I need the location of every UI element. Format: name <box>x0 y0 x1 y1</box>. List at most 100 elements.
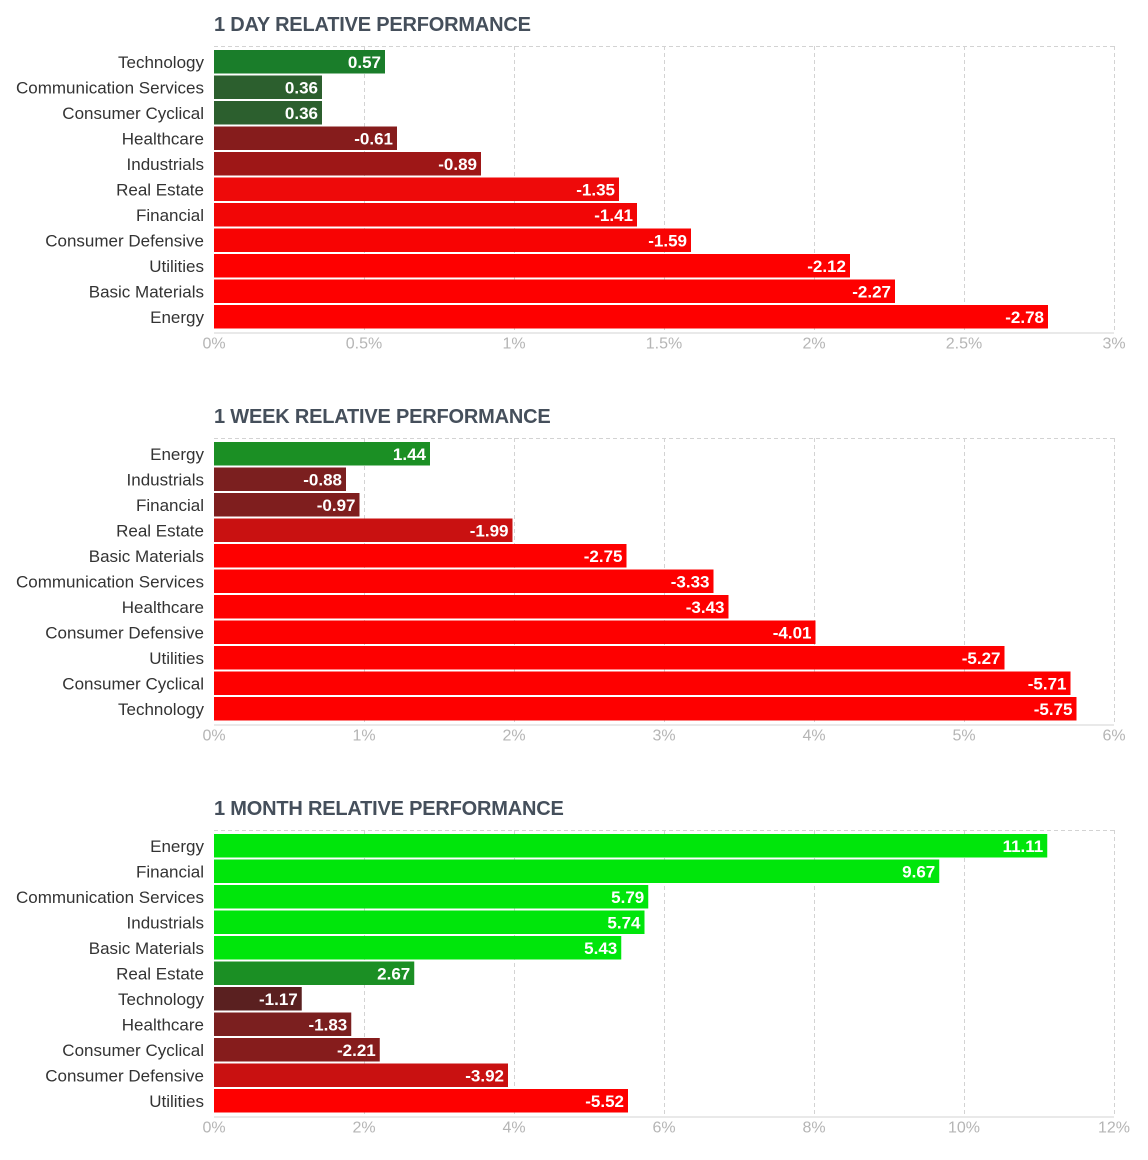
category-label: Technology <box>118 700 205 719</box>
category-label: Industrials <box>127 470 204 489</box>
bar-value-label: 1.44 <box>393 445 427 464</box>
category-label: Industrials <box>127 155 204 174</box>
bar <box>214 595 729 619</box>
bar <box>214 1038 380 1062</box>
x-tick-label: 0% <box>202 336 225 353</box>
bar-value-label: -0.89 <box>438 155 477 174</box>
bar-value-label: -1.35 <box>576 180 615 199</box>
bar-value-label: -5.71 <box>1028 674 1067 693</box>
bar <box>214 646 1005 670</box>
bar <box>214 885 649 909</box>
category-label: Utilities <box>149 1092 204 1111</box>
bar <box>214 834 1048 858</box>
bar <box>214 228 691 252</box>
chart-1-month: 1 MONTH RELATIVE PERFORMANCE 11.11 Energy… <box>0 798 1148 1148</box>
category-label: Basic Materials <box>89 282 204 301</box>
x-tick-label: 1.5% <box>646 336 682 353</box>
bar <box>214 152 481 176</box>
category-label: Energy <box>150 445 204 464</box>
bar <box>214 203 637 227</box>
category-label: Utilities <box>149 649 204 668</box>
chart-1-week: 1 WEEK RELATIVE PERFORMANCE 1.44 Energy -0… <box>0 406 1148 756</box>
chart-title-1-day: 1 DAY RELATIVE PERFORMANCE <box>214 14 531 36</box>
bar-value-label: -2.75 <box>584 547 623 566</box>
category-label: Technology <box>118 990 205 1009</box>
bar-value-label: 5.74 <box>607 913 641 932</box>
x-tick-label: 0.5% <box>346 336 382 353</box>
bar-value-label: 5.43 <box>584 939 617 958</box>
bar <box>214 544 627 568</box>
x-tick-label: 8% <box>802 1120 825 1137</box>
bar <box>214 305 1048 329</box>
x-tick-label: 3% <box>652 728 675 745</box>
bar <box>214 254 850 278</box>
bar-value-label: -5.52 <box>585 1092 624 1111</box>
category-label: Energy <box>150 837 204 856</box>
bar <box>214 671 1071 695</box>
chart-title-1-month: 1 MONTH RELATIVE PERFORMANCE <box>214 798 564 820</box>
bar-value-label: -1.59 <box>648 231 687 250</box>
bar-value-label: -1.83 <box>309 1015 348 1034</box>
bar <box>214 279 895 303</box>
chart-1-day: 1 DAY RELATIVE PERFORMANCE 0.57 Technolog… <box>0 14 1148 364</box>
bar-chart-1-month: 11.11 Energy 9.67 Financial 5.79 Communicatio… <box>16 830 1130 1137</box>
bar-chart-1-day: 0.57 Technology 0.36 Communication Services… <box>16 46 1126 353</box>
x-tick-label: 0% <box>202 728 225 745</box>
category-label: Energy <box>150 308 204 327</box>
x-tick-label: 2% <box>802 336 825 353</box>
x-tick-label: 12% <box>1098 1120 1130 1137</box>
bar <box>214 493 360 517</box>
category-label: Consumer Cyclical <box>62 674 204 693</box>
bar <box>214 50 385 74</box>
category-label: Consumer Cyclical <box>62 1041 204 1060</box>
bar-value-label: 2.67 <box>377 964 410 983</box>
x-tick-label: 4% <box>502 1120 525 1137</box>
x-tick-label: 6% <box>652 1120 675 1137</box>
bar-value-label: 11.11 <box>1003 837 1044 856</box>
bar <box>214 910 645 934</box>
bar <box>214 620 816 644</box>
bar <box>214 697 1077 721</box>
bar <box>214 126 397 150</box>
bar <box>214 1012 352 1036</box>
x-tick-label: 2% <box>502 728 525 745</box>
chart-title-1-week: 1 WEEK RELATIVE PERFORMANCE <box>214 406 551 428</box>
category-label: Communication Services <box>16 78 204 97</box>
category-label: Financial <box>136 206 204 225</box>
bar <box>214 987 302 1011</box>
bar-value-label: -3.92 <box>465 1066 504 1085</box>
bar-value-label: -2.78 <box>1005 308 1044 327</box>
category-label: Real Estate <box>116 964 204 983</box>
bar-value-label: -4.01 <box>773 623 812 642</box>
bar-value-label: 0.36 <box>285 78 318 97</box>
category-label: Communication Services <box>16 888 204 907</box>
bar <box>214 569 714 593</box>
category-label: Real Estate <box>116 180 204 199</box>
bar-value-label: -2.27 <box>852 282 891 301</box>
bar-value-label: -2.12 <box>807 257 846 276</box>
category-label: Real Estate <box>116 521 204 540</box>
category-label: Financial <box>136 862 204 881</box>
x-tick-label: 4% <box>802 728 825 745</box>
x-tick-label: 2% <box>352 1120 375 1137</box>
category-label: Industrials <box>127 913 204 932</box>
bar-value-label: 0.36 <box>285 104 318 123</box>
bar-value-label: -3.33 <box>671 572 710 591</box>
category-label: Consumer Defensive <box>45 1066 204 1085</box>
x-tick-label: 2.5% <box>946 336 982 353</box>
bar <box>214 961 415 985</box>
category-label: Healthcare <box>122 598 204 617</box>
bar-value-label: -3.43 <box>686 598 725 617</box>
bar-value-label: -5.75 <box>1034 700 1073 719</box>
category-label: Basic Materials <box>89 939 204 958</box>
bar <box>214 518 513 542</box>
bar-value-label: -2.21 <box>337 1041 376 1060</box>
bar <box>214 1063 508 1087</box>
bar <box>214 101 322 125</box>
bar-value-label: 0.57 <box>348 53 381 72</box>
bar-value-label: -1.17 <box>259 990 298 1009</box>
bar-value-label: 9.67 <box>902 862 935 881</box>
category-label: Utilities <box>149 257 204 276</box>
x-tick-label: 10% <box>948 1120 980 1137</box>
